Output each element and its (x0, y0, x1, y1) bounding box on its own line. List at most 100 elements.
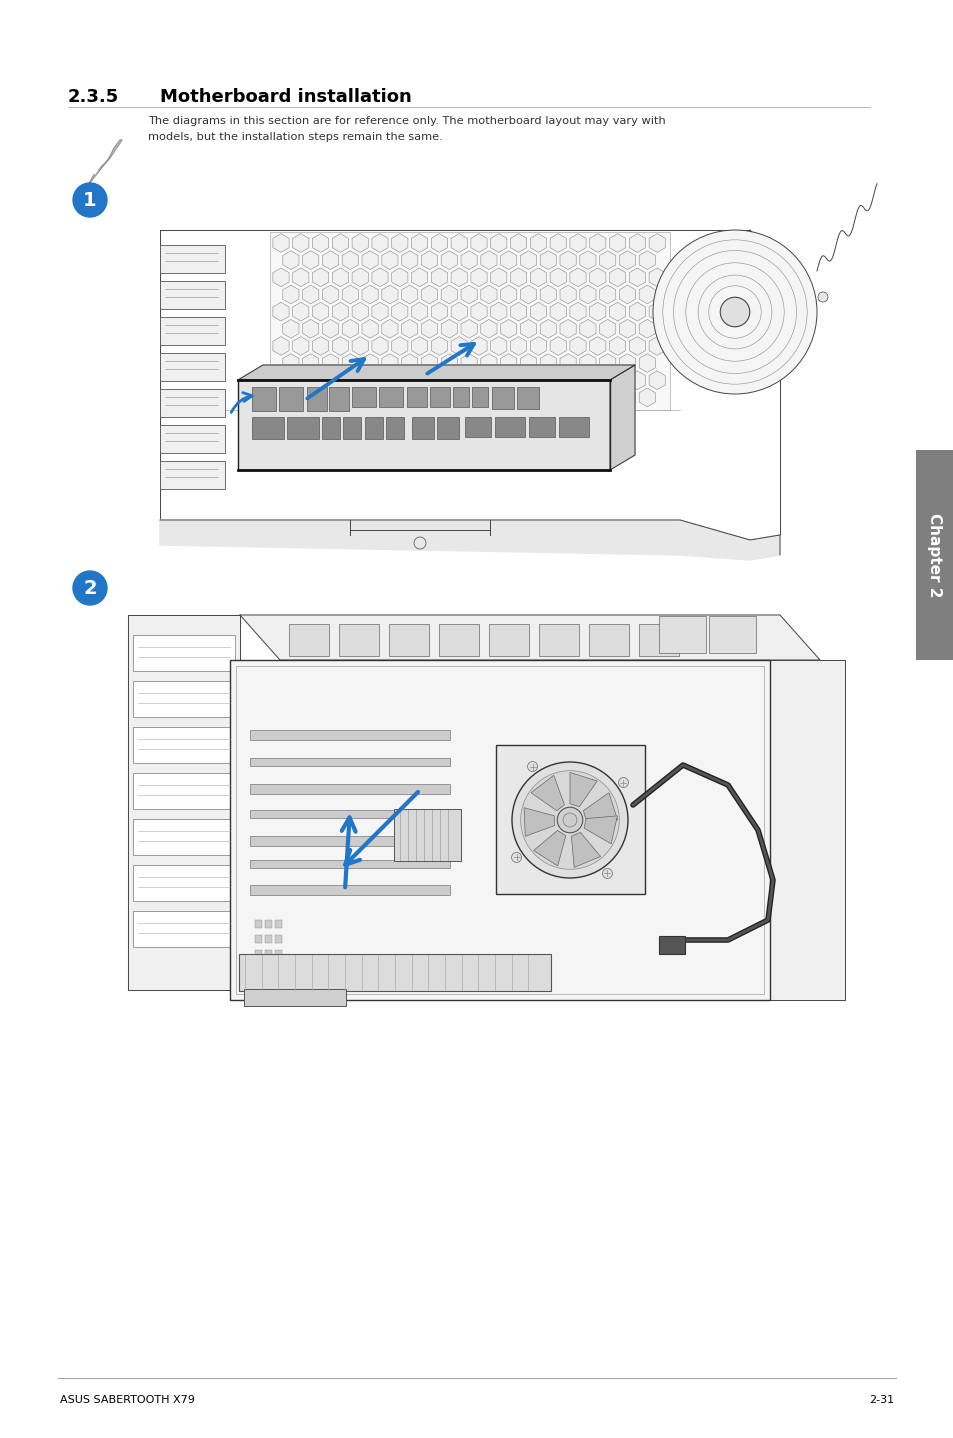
Polygon shape (322, 285, 338, 303)
Polygon shape (342, 250, 358, 269)
Polygon shape (589, 233, 605, 252)
Polygon shape (302, 285, 318, 303)
Polygon shape (313, 336, 329, 355)
FancyBboxPatch shape (274, 951, 282, 958)
Polygon shape (352, 233, 368, 252)
Polygon shape (539, 319, 556, 338)
Polygon shape (440, 388, 456, 407)
Polygon shape (648, 371, 664, 390)
Polygon shape (372, 336, 388, 355)
Polygon shape (392, 336, 408, 355)
FancyBboxPatch shape (160, 426, 225, 453)
Polygon shape (530, 371, 546, 390)
FancyBboxPatch shape (265, 935, 272, 943)
Polygon shape (523, 808, 554, 837)
FancyBboxPatch shape (394, 810, 460, 861)
Polygon shape (550, 302, 566, 321)
Polygon shape (618, 388, 635, 407)
FancyBboxPatch shape (389, 624, 429, 656)
Polygon shape (490, 233, 506, 252)
Polygon shape (519, 319, 536, 338)
Polygon shape (352, 336, 368, 355)
Polygon shape (559, 354, 576, 372)
Polygon shape (352, 267, 368, 286)
Polygon shape (500, 354, 517, 372)
Polygon shape (411, 267, 427, 286)
FancyBboxPatch shape (438, 624, 478, 656)
Polygon shape (372, 267, 388, 286)
Polygon shape (609, 365, 635, 470)
Polygon shape (352, 371, 368, 390)
Polygon shape (322, 250, 338, 269)
Polygon shape (519, 250, 536, 269)
FancyBboxPatch shape (239, 953, 551, 991)
Polygon shape (583, 815, 617, 844)
Polygon shape (460, 388, 476, 407)
Polygon shape (589, 267, 605, 286)
Polygon shape (293, 336, 309, 355)
FancyBboxPatch shape (307, 387, 327, 411)
Polygon shape (609, 336, 625, 355)
Polygon shape (510, 336, 526, 355)
Polygon shape (392, 302, 408, 321)
Polygon shape (609, 371, 625, 390)
Polygon shape (322, 319, 338, 338)
Polygon shape (599, 285, 615, 303)
FancyBboxPatch shape (132, 682, 234, 718)
FancyBboxPatch shape (254, 920, 262, 928)
Polygon shape (421, 285, 437, 303)
Polygon shape (302, 388, 318, 407)
Polygon shape (471, 336, 487, 355)
Polygon shape (589, 302, 605, 321)
FancyBboxPatch shape (132, 820, 234, 856)
Polygon shape (559, 250, 576, 269)
Circle shape (527, 762, 537, 772)
Circle shape (511, 853, 521, 863)
Polygon shape (569, 233, 585, 252)
Bar (270, 232, 669, 410)
Polygon shape (559, 319, 576, 338)
Polygon shape (579, 250, 596, 269)
Polygon shape (519, 354, 536, 372)
Polygon shape (599, 388, 615, 407)
Polygon shape (609, 233, 625, 252)
Polygon shape (533, 830, 565, 866)
FancyBboxPatch shape (517, 387, 538, 408)
Polygon shape (471, 267, 487, 286)
Polygon shape (559, 388, 576, 407)
Polygon shape (618, 285, 635, 303)
Polygon shape (431, 267, 447, 286)
Polygon shape (401, 250, 417, 269)
FancyBboxPatch shape (274, 920, 282, 928)
Polygon shape (480, 285, 497, 303)
Polygon shape (440, 319, 456, 338)
Polygon shape (460, 319, 476, 338)
FancyBboxPatch shape (489, 624, 529, 656)
FancyBboxPatch shape (289, 624, 329, 656)
Polygon shape (313, 267, 329, 286)
Polygon shape (282, 388, 298, 407)
Polygon shape (471, 233, 487, 252)
Circle shape (520, 771, 618, 870)
Polygon shape (293, 302, 309, 321)
FancyBboxPatch shape (132, 866, 234, 902)
Polygon shape (648, 336, 664, 355)
Polygon shape (648, 233, 664, 252)
Polygon shape (530, 336, 546, 355)
Polygon shape (579, 319, 596, 338)
Polygon shape (273, 336, 289, 355)
Polygon shape (510, 267, 526, 286)
Polygon shape (519, 388, 536, 407)
Polygon shape (342, 285, 358, 303)
Polygon shape (582, 792, 617, 820)
Polygon shape (648, 302, 664, 321)
Text: 2-31: 2-31 (868, 1395, 893, 1405)
FancyBboxPatch shape (412, 417, 434, 439)
Circle shape (562, 812, 577, 827)
Polygon shape (539, 388, 556, 407)
Polygon shape (531, 775, 564, 811)
Polygon shape (451, 302, 467, 321)
FancyBboxPatch shape (160, 244, 225, 273)
Polygon shape (392, 267, 408, 286)
Circle shape (720, 298, 749, 326)
